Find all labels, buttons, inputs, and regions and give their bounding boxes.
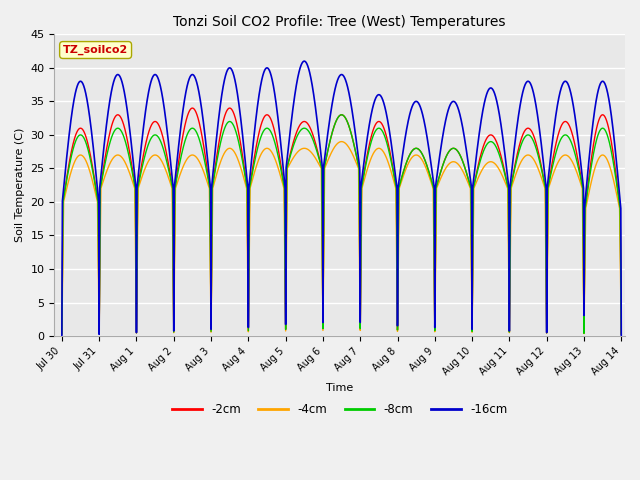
- X-axis label: Time: Time: [326, 383, 353, 393]
- Legend: -2cm, -4cm, -8cm, -16cm: -2cm, -4cm, -8cm, -16cm: [167, 398, 512, 420]
- Title: Tonzi Soil CO2 Profile: Tree (West) Temperatures: Tonzi Soil CO2 Profile: Tree (West) Temp…: [173, 15, 506, 29]
- Text: TZ_soilco2: TZ_soilco2: [63, 45, 128, 55]
- Y-axis label: Soil Temperature (C): Soil Temperature (C): [15, 128, 25, 242]
